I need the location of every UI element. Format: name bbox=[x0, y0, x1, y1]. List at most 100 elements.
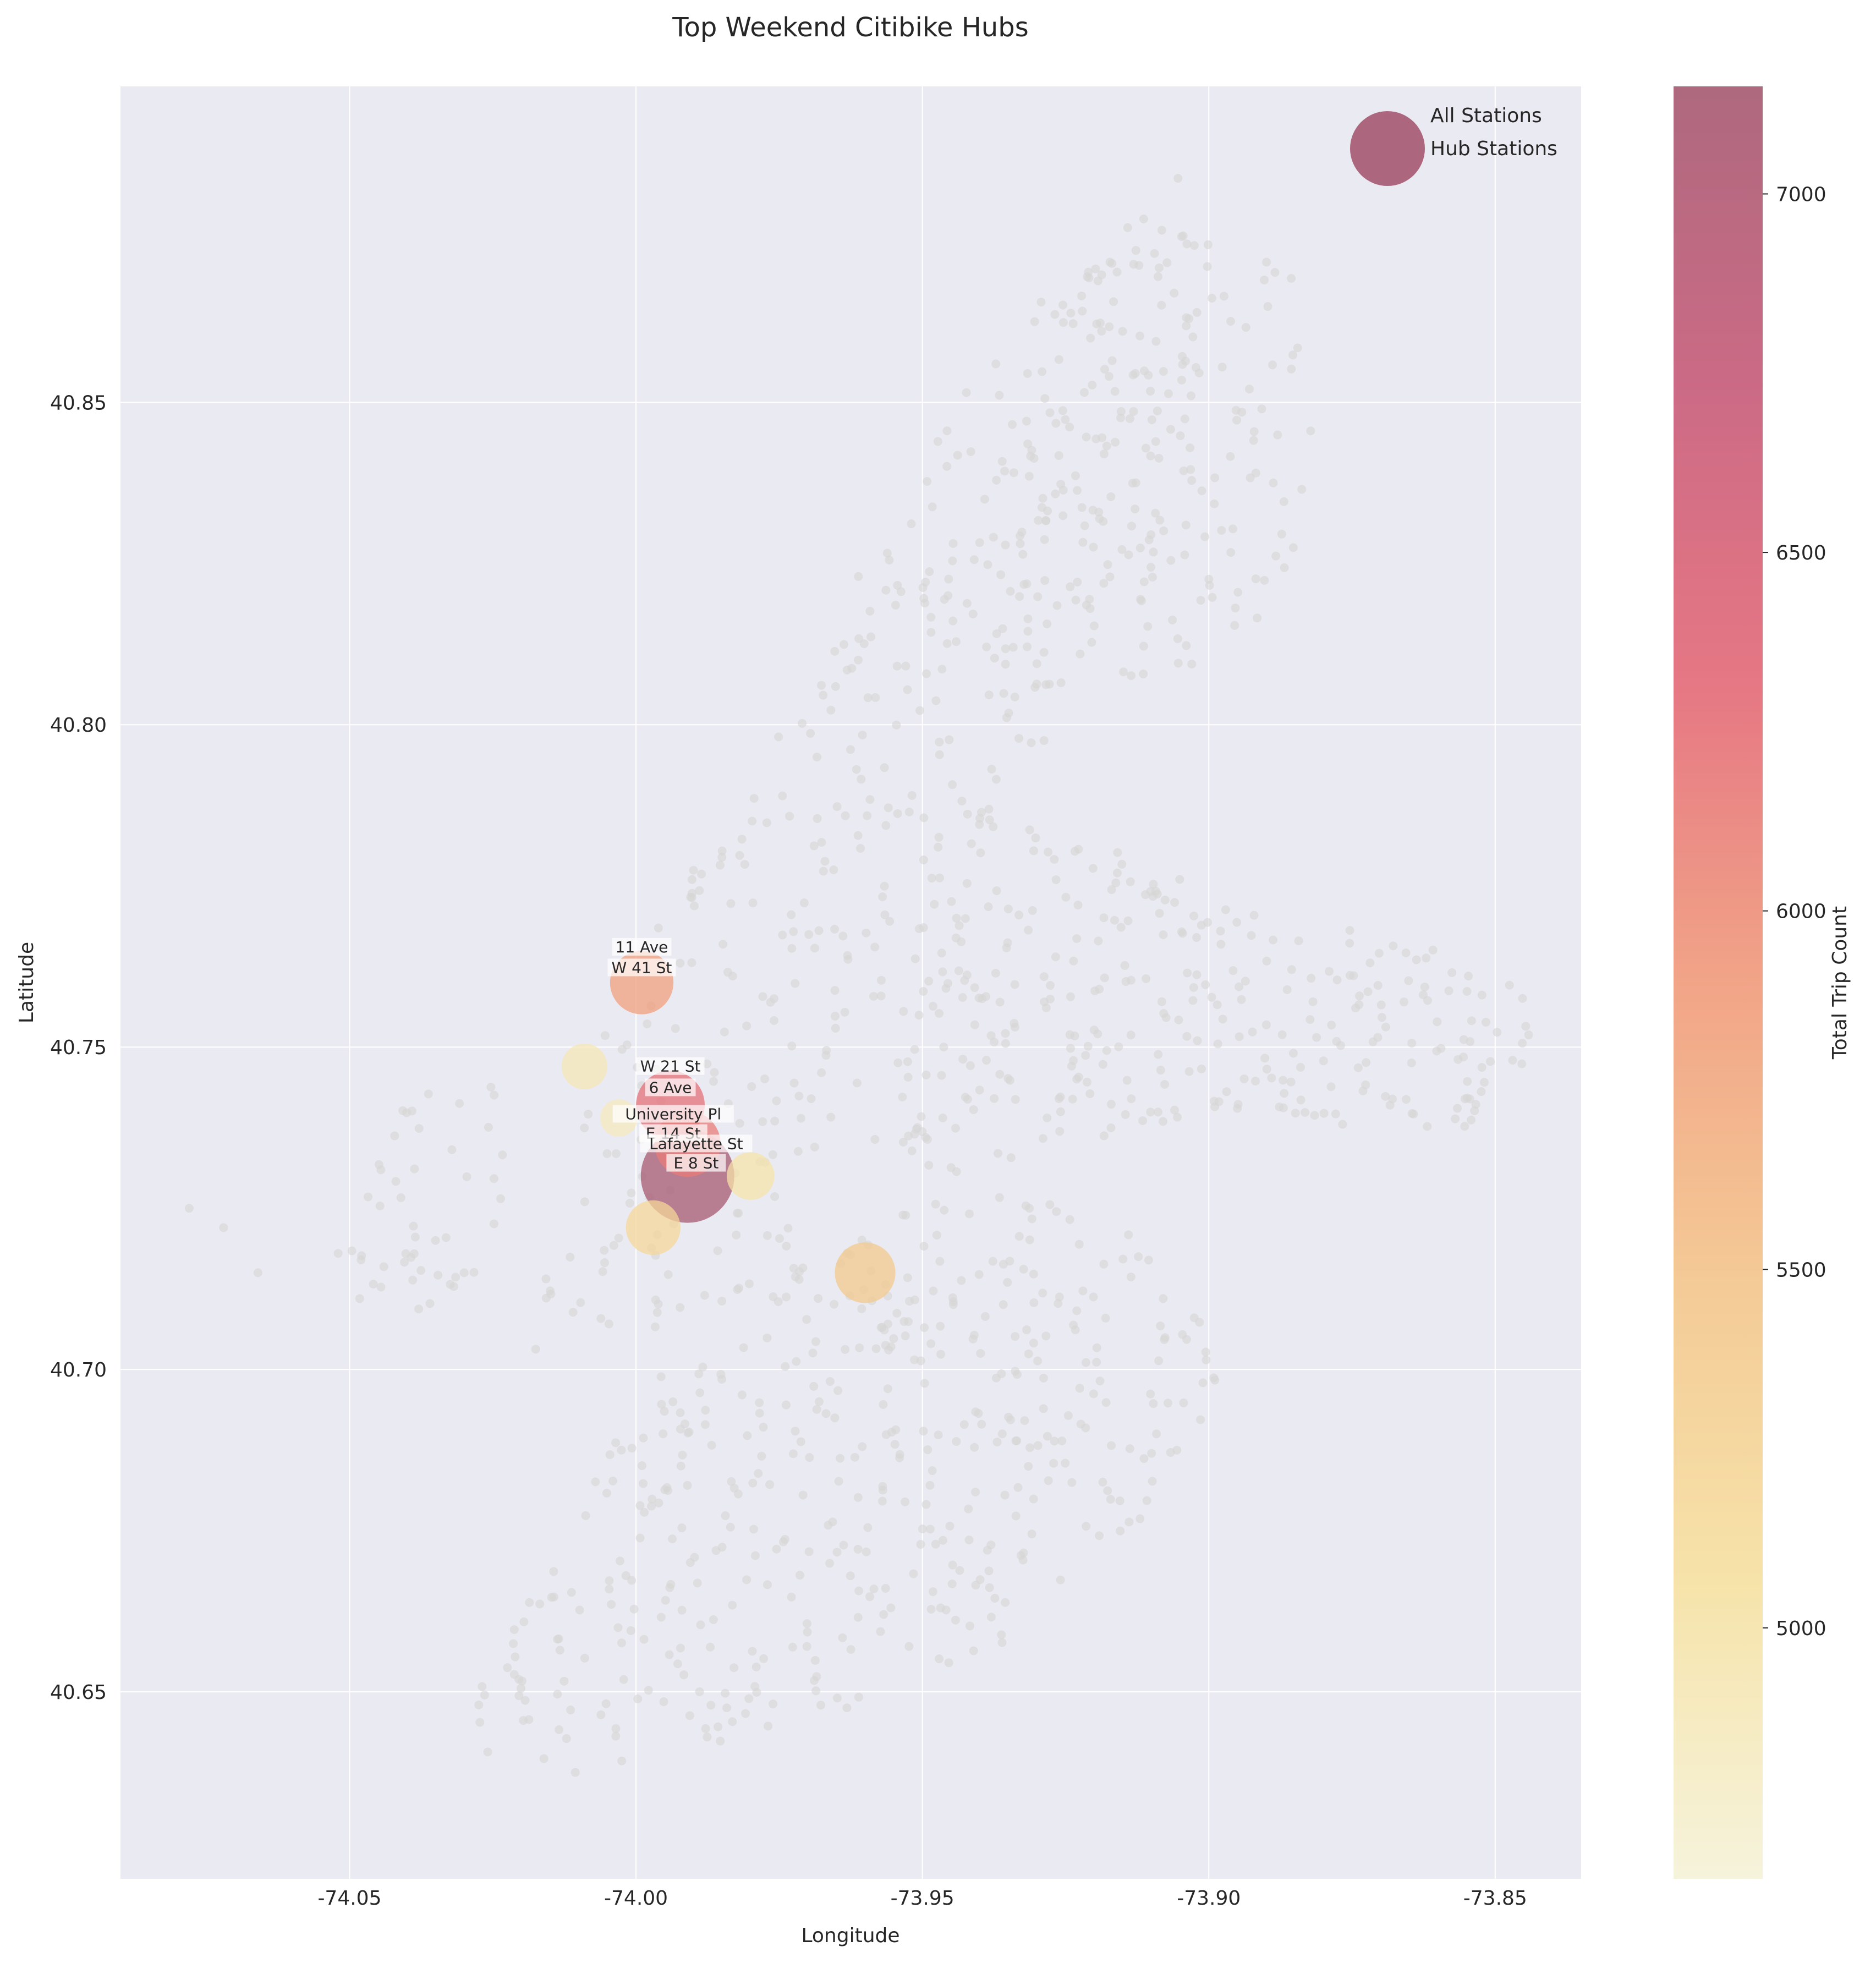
station-point bbox=[627, 1444, 637, 1453]
station-point bbox=[1023, 439, 1033, 448]
station-point bbox=[1216, 940, 1226, 949]
station-point bbox=[926, 612, 936, 622]
station-point bbox=[219, 1223, 228, 1232]
station-point bbox=[832, 802, 842, 811]
station-point bbox=[1186, 391, 1195, 401]
station-point bbox=[1433, 1017, 1442, 1027]
hub-station-point bbox=[726, 1152, 775, 1200]
station-point bbox=[992, 629, 1001, 638]
station-point bbox=[615, 1556, 624, 1566]
station-point bbox=[951, 1123, 960, 1133]
station-point bbox=[948, 616, 958, 626]
station-point bbox=[1126, 877, 1135, 886]
station-point bbox=[890, 1440, 899, 1449]
station-point bbox=[1189, 241, 1199, 250]
station-point bbox=[676, 958, 685, 968]
station-point bbox=[1263, 302, 1272, 311]
station-point bbox=[943, 979, 952, 988]
station-point bbox=[1471, 1100, 1480, 1109]
station-point bbox=[802, 1619, 811, 1628]
station-point bbox=[716, 1369, 726, 1379]
station-point bbox=[825, 1559, 835, 1568]
station-point bbox=[374, 1160, 383, 1169]
station-point bbox=[1123, 916, 1133, 925]
station-point bbox=[1030, 317, 1039, 326]
station-point bbox=[1226, 452, 1235, 461]
station-point bbox=[1079, 388, 1089, 397]
station-point bbox=[892, 661, 902, 671]
station-point bbox=[1146, 1389, 1155, 1399]
station-point bbox=[783, 1224, 793, 1233]
station-point bbox=[907, 519, 916, 529]
station-point bbox=[1039, 1373, 1048, 1383]
station-point bbox=[1095, 1531, 1104, 1540]
legend: All Stations Hub Stations bbox=[1350, 105, 1557, 186]
station-point bbox=[962, 599, 972, 608]
station-point bbox=[804, 1547, 814, 1556]
station-point bbox=[1099, 449, 1109, 459]
station-point bbox=[1018, 550, 1028, 559]
station-point bbox=[858, 731, 867, 740]
station-point bbox=[1156, 1322, 1165, 1331]
station-point bbox=[356, 1255, 366, 1264]
station-point bbox=[1046, 981, 1055, 990]
station-point bbox=[1072, 1074, 1082, 1084]
station-point bbox=[1106, 1495, 1115, 1504]
station-point bbox=[791, 1427, 800, 1436]
station-point bbox=[1203, 240, 1213, 249]
station-point bbox=[1086, 333, 1095, 343]
station-point bbox=[685, 1558, 695, 1567]
station-point bbox=[855, 1343, 864, 1352]
station-point bbox=[1056, 678, 1066, 687]
station-point bbox=[1103, 560, 1112, 569]
station-point bbox=[1193, 1036, 1202, 1045]
station-point bbox=[1453, 1055, 1463, 1064]
station-point bbox=[700, 1420, 710, 1429]
station-point bbox=[1239, 1074, 1249, 1083]
station-point bbox=[1188, 996, 1198, 1005]
station-point bbox=[778, 930, 787, 940]
station-point bbox=[1349, 971, 1358, 980]
station-point bbox=[1189, 911, 1199, 920]
station-point bbox=[648, 1494, 657, 1504]
station-point bbox=[769, 1292, 778, 1301]
station-point bbox=[410, 1164, 419, 1174]
station-point bbox=[984, 690, 994, 700]
station-point bbox=[685, 1711, 694, 1720]
station-point bbox=[1505, 980, 1514, 990]
station-point bbox=[1180, 550, 1189, 560]
station-point bbox=[1033, 1441, 1043, 1450]
station-point bbox=[919, 855, 928, 864]
station-point bbox=[1172, 1445, 1182, 1455]
station-point bbox=[1235, 1032, 1244, 1041]
station-point bbox=[1001, 644, 1010, 654]
station-point bbox=[945, 735, 954, 744]
station-point bbox=[1039, 736, 1049, 745]
station-point bbox=[689, 865, 698, 875]
station-point bbox=[520, 1696, 530, 1705]
station-point bbox=[1017, 528, 1027, 537]
station-point bbox=[1296, 1062, 1305, 1072]
station-point bbox=[866, 632, 876, 641]
station-point bbox=[1253, 613, 1262, 623]
station-point bbox=[796, 1437, 805, 1446]
station-point bbox=[1166, 556, 1176, 565]
station-point bbox=[619, 1675, 628, 1684]
y-tick-labels: 40.65 40.70 40.75 40.80 40.85 bbox=[50, 392, 107, 1704]
station-point bbox=[789, 927, 798, 936]
station-point bbox=[747, 1082, 756, 1091]
station-point bbox=[1147, 530, 1156, 539]
station-point bbox=[865, 1592, 875, 1602]
station-point bbox=[1082, 1522, 1091, 1531]
station-point bbox=[1160, 895, 1170, 904]
station-point bbox=[901, 661, 910, 671]
station-point bbox=[700, 1291, 709, 1300]
station-point bbox=[935, 1257, 945, 1266]
station-point bbox=[977, 1419, 986, 1429]
station-point bbox=[907, 791, 917, 800]
station-point bbox=[1262, 257, 1271, 267]
station-point bbox=[1118, 327, 1127, 336]
station-point bbox=[1345, 939, 1354, 948]
station-point bbox=[668, 1534, 677, 1544]
station-point bbox=[842, 665, 852, 675]
